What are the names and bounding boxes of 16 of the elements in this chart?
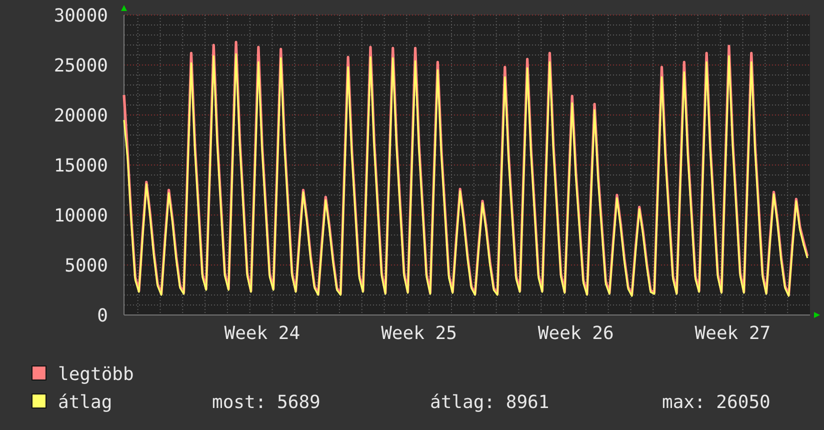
y-tick-label: 10000 [54, 205, 108, 226]
y-tick-label: 25000 [54, 55, 108, 76]
legend-label: legtöbb [58, 364, 134, 385]
y-tick-label: 15000 [54, 155, 108, 176]
y-tick-label: 5000 [64, 255, 108, 276]
y-tick-label: 30000 [54, 5, 108, 26]
x-tick-label: Week 24 [224, 323, 300, 344]
text: max: 26050 [662, 392, 770, 413]
legend-label: átlag [58, 392, 112, 413]
x-tick-label: Week 25 [381, 323, 457, 344]
x-tick-label: Week 27 [694, 323, 771, 344]
y-tick-label: 0 [97, 305, 108, 326]
x-tick-label: Week 26 [538, 323, 614, 344]
y-tick-label: 20000 [54, 105, 108, 126]
text: átlag: 8961 [430, 392, 550, 413]
text: most: 5689 [212, 392, 320, 413]
